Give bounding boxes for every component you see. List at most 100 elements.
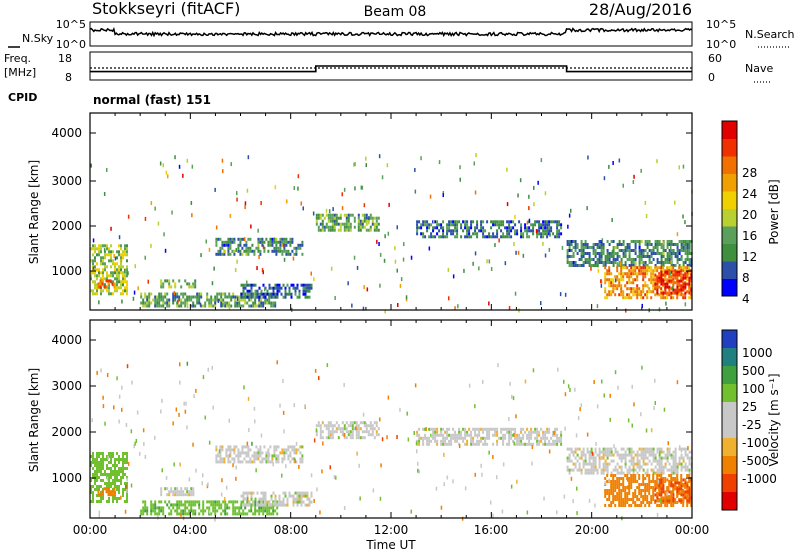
heatmap-cell [514, 214, 516, 219]
heatmap-cell [600, 249, 603, 252]
heatmap-cell [277, 460, 280, 464]
heatmap-cell [630, 264, 633, 267]
heatmap-cell [98, 253, 100, 257]
heatmap-cell [278, 503, 281, 507]
heatmap-cell [179, 380, 181, 385]
heatmap-cell [680, 465, 683, 469]
heatmap-cell [492, 220, 495, 224]
heatmap-cell [108, 485, 110, 488]
heatmap-cell [668, 261, 671, 264]
heatmap-cell [638, 287, 641, 291]
heatmap-cell [112, 464, 114, 467]
heatmap-cell [512, 396, 515, 401]
heatmap-cell [256, 503, 259, 507]
heatmap-cell [297, 246, 300, 250]
heatmap-cell [672, 291, 675, 295]
heatmap-cell [216, 500, 219, 504]
heatmap-cell [304, 491, 307, 495]
heatmap-cell [308, 295, 311, 299]
heatmap-cell [666, 456, 669, 460]
heatmap-cell [262, 506, 265, 510]
heatmap-cell [198, 298, 201, 302]
heatmap-cell [154, 301, 157, 305]
heatmap-cell [304, 286, 307, 290]
heatmap-cell [664, 501, 667, 504]
heatmap-cell [172, 493, 175, 497]
heatmap-cell [686, 252, 689, 255]
heatmap-cell [494, 235, 497, 239]
heatmap-cell [124, 274, 126, 278]
heatmap-cell [233, 445, 236, 449]
heatmap-cell [532, 430, 535, 434]
heatmap-cell [244, 497, 247, 501]
heatmap-cell [614, 498, 617, 501]
heatmap-cell [249, 457, 252, 461]
heatmap-cell [670, 249, 673, 252]
heatmap-cell [588, 246, 591, 249]
heatmap-cell [337, 228, 340, 232]
heatmap-cell [325, 427, 328, 431]
heatmap-cell [678, 487, 681, 491]
heatmap-cell [482, 220, 485, 224]
heatmap-cell [166, 298, 169, 302]
heatmap-cell [644, 264, 647, 267]
heatmap-cell [644, 456, 647, 460]
heatmap-cell [150, 292, 153, 296]
heatmap-cell [113, 493, 116, 497]
heatmap-cell [578, 468, 581, 472]
heatmap-cell [428, 427, 431, 431]
heatmap-cell [548, 430, 551, 434]
heatmap-cell [126, 500, 128, 503]
heatmap-cell [670, 270, 673, 274]
heatmap-cell [237, 451, 240, 455]
heatmap-cell [594, 468, 597, 472]
heatmap-cell [548, 442, 551, 446]
heatmap-cell [267, 460, 270, 464]
heatmap-cell [674, 498, 677, 501]
heatmap-cell [502, 433, 505, 437]
heatmap-cell [347, 281, 349, 286]
heatmap-cell [662, 501, 665, 504]
heatmap-cell [302, 292, 305, 296]
heatmap-cell [422, 223, 425, 227]
heatmap-cell [674, 450, 677, 454]
heatmap-cell [682, 266, 685, 270]
heatmap-cell [682, 496, 685, 500]
heatmap-cell [570, 243, 573, 246]
heatmap-cell [422, 436, 425, 440]
heatmap-cell [668, 447, 671, 451]
heatmap-cell [598, 243, 601, 246]
heatmap-cell [602, 447, 605, 451]
heatmap-cell [450, 223, 453, 227]
heatmap-cell [112, 500, 114, 503]
heatmap-cell [660, 496, 663, 500]
heatmap-cell [215, 445, 218, 449]
heatmap-cell [586, 246, 589, 249]
heatmap-cell [399, 283, 402, 288]
heatmap-cell [100, 250, 102, 254]
heatmap-cell [246, 289, 249, 293]
heatmap-cell [582, 243, 585, 246]
heatmap-cell [658, 456, 661, 460]
heatmap-cell [618, 480, 621, 483]
heatmap-cell [632, 468, 635, 472]
heatmap-cell [640, 450, 643, 454]
heatmap-cell [628, 293, 631, 297]
heatmap-cell [546, 436, 549, 440]
heatmap-cell [176, 295, 179, 299]
heatmap-cell [496, 430, 499, 434]
heatmap-cell [604, 287, 607, 291]
heatmap-cell [502, 462, 505, 467]
heatmap-cell [100, 473, 102, 476]
heatmap-cell [94, 265, 96, 269]
heatmap-cell [273, 240, 276, 244]
heatmap-cell [226, 506, 229, 510]
heatmap-cell [682, 478, 685, 482]
heatmap-cell [176, 304, 179, 308]
heatmap-cell [468, 433, 471, 437]
heatmap-cell [630, 459, 633, 463]
freq-label-line2: [MHz] [4, 66, 36, 79]
heatmap-cell [640, 266, 643, 270]
heatmap-cell [538, 232, 541, 236]
heatmap-cell [188, 509, 191, 513]
